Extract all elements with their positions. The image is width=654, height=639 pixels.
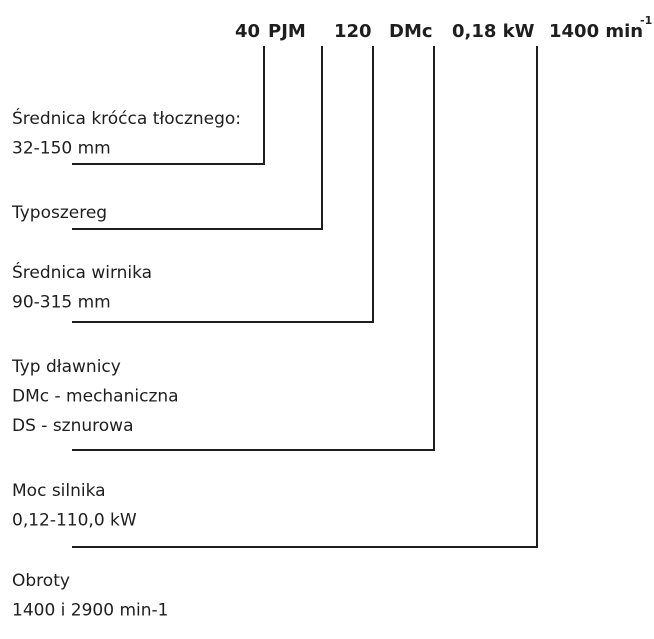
label-line: 1400 i 2900 min-1 (12, 601, 168, 621)
label-line: DS - sznurowa (12, 416, 134, 436)
label-line: Obroty (12, 571, 70, 591)
label-line: Średnica wirnika (12, 261, 152, 283)
code: 120 (334, 21, 372, 42)
superscript: -1 (640, 14, 652, 27)
code: 0,18 kW (452, 21, 535, 42)
header-codes: 40 PJM 120 DMc 0,18 kW 1400 min-1 (235, 14, 652, 42)
code: 1400 min (549, 21, 643, 42)
code: PJM (268, 21, 306, 42)
connectors (72, 46, 538, 548)
label-line: Średnica króćca tłocznego: (12, 107, 241, 129)
label-line: Typoszereg (11, 203, 107, 223)
code: DMc (389, 21, 433, 42)
code: 40 (235, 21, 260, 42)
label-line: 32-150 mm (12, 139, 111, 159)
labels: Średnica króćca tłocznego: 32-150 mm Typos… (11, 107, 241, 621)
label-line: 0,12-110,0 kW (12, 511, 137, 531)
label-line: Moc silnika (12, 481, 106, 501)
label-line: 90-315 mm (12, 293, 111, 313)
label-line: DMc - mechaniczna (12, 387, 179, 407)
label-line: Typ dławnicy (11, 357, 121, 377)
